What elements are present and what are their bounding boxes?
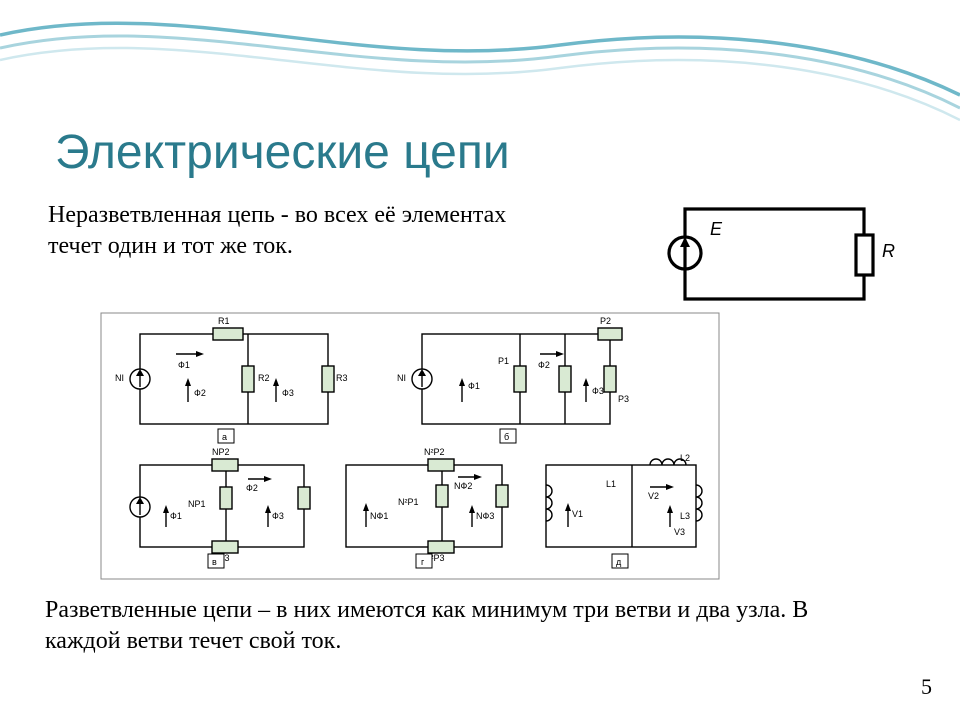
svg-text:P3: P3 [618, 394, 629, 404]
svg-text:а: а [222, 432, 227, 442]
svg-text:Ф2: Ф2 [538, 360, 550, 370]
svg-text:V1: V1 [572, 509, 583, 519]
circuit-simple: E R [630, 195, 905, 325]
svg-text:б: б [504, 432, 509, 442]
paragraph-unbranched: Неразветвленная цепь - во всех её элемен… [48, 200, 528, 261]
svg-text:NI: NI [115, 373, 124, 383]
svg-text:Ф1: Ф1 [178, 360, 190, 370]
svg-text:P2: P2 [600, 316, 611, 326]
svg-text:NФ2: NФ2 [454, 481, 472, 491]
svg-text:в: в [212, 557, 217, 567]
svg-text:NP2: NP2 [212, 447, 230, 457]
circuit-grid: NI R1 R2 R3 Ф1 Ф2 Ф3 а NI P1 P2 P3 Ф [100, 312, 720, 580]
svg-text:N²P2: N²P2 [424, 447, 445, 457]
svg-text:L1: L1 [606, 479, 616, 489]
svg-text:NФ1: NФ1 [370, 511, 388, 521]
wave-decoration [0, 0, 960, 130]
svg-text:Ф1: Ф1 [468, 381, 480, 391]
svg-text:V2: V2 [648, 491, 659, 501]
svg-text:Ф3: Ф3 [592, 386, 604, 396]
slide-title: Электрические цепи [55, 125, 510, 180]
svg-text:NP1: NP1 [188, 499, 206, 509]
svg-text:V3: V3 [674, 527, 685, 537]
paragraph-branched: Разветвленные цепи – в них имеются как м… [45, 595, 880, 656]
svg-text:Ф2: Ф2 [194, 388, 206, 398]
svg-text:R1: R1 [218, 316, 230, 326]
svg-text:д: д [616, 557, 622, 567]
svg-text:Ф3: Ф3 [282, 388, 294, 398]
svg-text:NI: NI [397, 373, 406, 383]
svg-text:Ф3: Ф3 [272, 511, 284, 521]
label-E: E [710, 219, 723, 239]
svg-text:N²P1: N²P1 [398, 497, 419, 507]
svg-text:NФ3: NФ3 [476, 511, 494, 521]
page-number: 5 [921, 674, 932, 700]
svg-text:L3: L3 [680, 511, 690, 521]
svg-text:R2: R2 [258, 373, 270, 383]
svg-text:L2: L2 [680, 453, 690, 463]
svg-text:Ф1: Ф1 [170, 511, 182, 521]
svg-text:R3: R3 [336, 373, 348, 383]
svg-text:P1: P1 [498, 356, 509, 366]
svg-text:Ф2: Ф2 [246, 483, 258, 493]
label-R: R [882, 241, 895, 261]
